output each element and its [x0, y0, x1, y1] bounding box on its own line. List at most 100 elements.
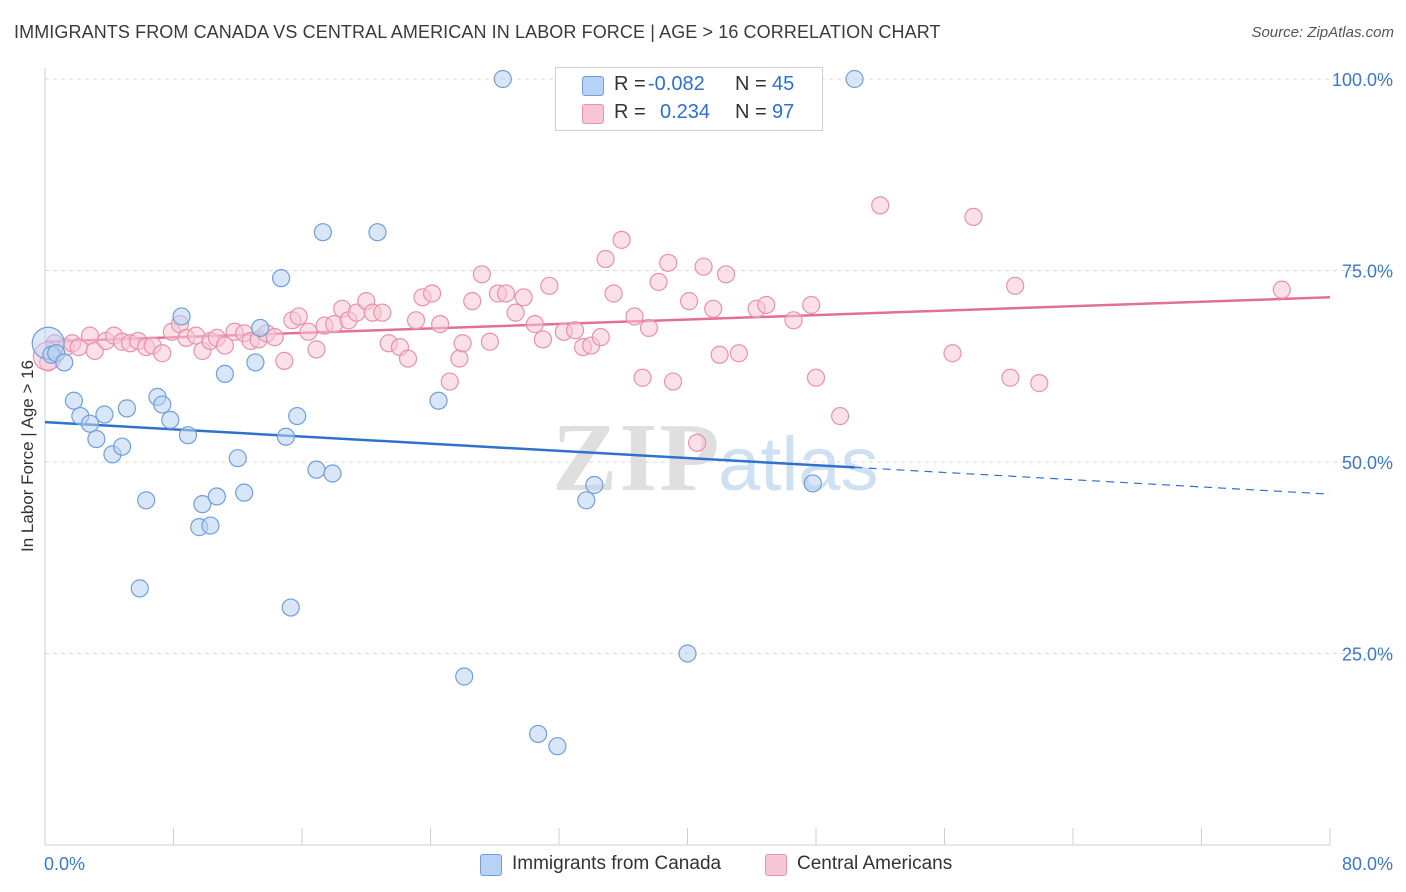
central-americans-point [688, 433, 707, 452]
immigrants-from-canada-point [87, 429, 106, 449]
central-americans-point [299, 322, 318, 341]
canada-r-label: R = [614, 73, 646, 95]
y-tick-labels: 25.0% 50.0% 75.0% 100.0% [1332, 70, 1393, 665]
central-americans-point [153, 344, 172, 363]
y-tick-label: 75.0% [1342, 262, 1393, 282]
immigrants-from-canada-point [228, 449, 247, 468]
central-americans-point [431, 315, 450, 334]
central-americans-point [215, 336, 234, 355]
immigrants-from-canada-point [803, 474, 822, 493]
axes [44, 68, 1331, 846]
central-n-value: 97 [772, 101, 795, 123]
immigrants-from-canada-point [112, 437, 132, 456]
central-americans-point [472, 265, 491, 284]
central-americans-point [943, 344, 962, 363]
central-americans-point [591, 328, 610, 347]
central-americans-point [406, 311, 426, 330]
canada-n-label: N = [735, 73, 767, 95]
correlation-stats-box: R = -0.082 N = 45 R = 0.234 N = 97 [555, 67, 823, 131]
central-americans-point [1006, 276, 1025, 295]
central-americans-point [1001, 368, 1020, 387]
immigrants-from-canada-point [201, 516, 220, 535]
immigrants-from-canada-point [577, 491, 596, 510]
central-americans-point [1030, 374, 1049, 393]
canada-trend-line [44, 420, 855, 469]
central-americans-point [716, 265, 736, 284]
central-americans-point [649, 272, 668, 292]
central-r-label: R = [614, 101, 646, 123]
central-americans-point [757, 295, 776, 315]
immigrants-from-canada-point [845, 69, 864, 89]
immigrants-from-canada-point [55, 353, 74, 372]
central-americans-point [784, 311, 803, 330]
canada-n-value: 45 [772, 73, 795, 95]
central-americans-point [710, 345, 729, 364]
central-americans-point [639, 318, 659, 338]
watermark: ZIP atlas [552, 404, 879, 512]
central-americans-point [463, 292, 482, 311]
immigrants-from-canada-point [429, 391, 448, 410]
immigrants-from-canada-point [80, 414, 100, 433]
canada-swatch [582, 76, 604, 96]
immigrants-from-canada-point [493, 69, 512, 89]
immigrants-from-canada-point [313, 223, 332, 242]
x-tick-label: 80.0% [1342, 854, 1393, 874]
central-americans-point [694, 257, 713, 276]
canada-trend-extension [854, 466, 1331, 495]
central-americans-point [453, 334, 472, 353]
central-americans-point [806, 368, 826, 387]
grid-lines [45, 78, 1385, 654]
immigrants-from-canada-point [455, 667, 474, 686]
immigrants-from-canada-point [161, 410, 180, 429]
immigrants-from-canada-point [215, 364, 234, 384]
immigrants-from-canada-point [117, 399, 137, 418]
central-n-label: N = [735, 101, 767, 123]
immigrants-from-canada-point [323, 464, 342, 483]
central-americans-point [265, 328, 284, 347]
central-americans-point [596, 249, 615, 269]
central-americans-point [480, 332, 500, 351]
immigrants-from-canada-point [368, 223, 387, 242]
central-americans-point [514, 288, 533, 307]
y-tick-label: 50.0% [1342, 453, 1393, 473]
central-r-value: 0.234 [660, 101, 711, 123]
y-tick-label: 25.0% [1342, 645, 1393, 665]
immigrants-from-canada-point [246, 353, 265, 372]
x-tick-label: 0.0% [44, 854, 85, 874]
central-americans-point [604, 284, 623, 303]
immigrants-from-canada-point [235, 483, 254, 502]
central-americans-point [307, 340, 326, 359]
immigrants-from-canada-point [272, 269, 291, 288]
central-americans-point [506, 303, 525, 322]
immigrants-from-canada-point [276, 427, 296, 446]
central-americans-point [612, 230, 631, 249]
legend-swatch-central [765, 854, 787, 876]
legend-swatch-canada [480, 854, 502, 876]
central-americans-point [830, 406, 850, 426]
central-americans-point [373, 303, 392, 322]
immigrants-from-canada-point [172, 307, 191, 326]
chart-source: Source: ZipAtlas.com [1251, 24, 1394, 41]
central-americans-points [32, 196, 1291, 452]
central-americans-point [633, 368, 652, 387]
immigrants-from-canada-point [64, 391, 84, 410]
immigrants-from-canada-point [251, 318, 270, 338]
immigrants-from-canada-point [137, 491, 156, 510]
immigrants-from-canada-point [548, 737, 567, 756]
y-tick-label: 100.0% [1332, 70, 1393, 90]
central-americans-point [533, 330, 553, 349]
immigrants-from-canada-point [178, 426, 198, 445]
immigrants-from-canada-point [288, 406, 307, 426]
central-americans-point [423, 284, 442, 303]
central-americans-point [565, 321, 585, 340]
central-americans-point [802, 295, 821, 315]
central-americans-point [871, 196, 890, 215]
central-americans-point [1272, 280, 1291, 299]
immigrants-from-canada-point [207, 487, 226, 506]
immigrants-from-canada-point [95, 405, 114, 424]
central-americans-point [275, 351, 294, 370]
central-americans-point [625, 307, 644, 326]
immigrants-from-canada-point [130, 579, 149, 598]
immigrants-from-canada-point [678, 644, 697, 663]
